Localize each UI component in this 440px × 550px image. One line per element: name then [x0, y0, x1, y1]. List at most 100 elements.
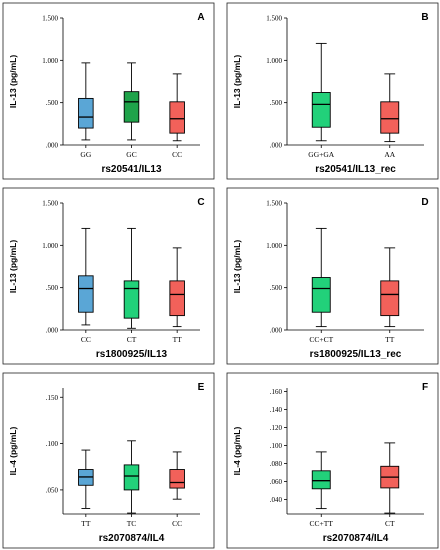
category-label: CC: [172, 150, 182, 159]
panel-border: [226, 2, 439, 180]
category-label: TC: [127, 519, 137, 528]
panel-letter: E: [198, 382, 205, 393]
category-label: CC+CT: [309, 335, 333, 344]
box-tt: TT: [78, 449, 94, 528]
y-tick-label: .160: [270, 388, 283, 396]
box-ct: CT: [123, 227, 140, 344]
iqr-box: [123, 91, 140, 123]
category-label: GG: [80, 150, 91, 159]
box-cc: CC: [78, 227, 94, 344]
box-tt: TT: [169, 247, 185, 344]
box-tc: TC: [123, 440, 140, 528]
category-label: CT: [127, 335, 137, 344]
y-tick-label: .000: [46, 327, 59, 335]
category-label: TT: [385, 335, 395, 344]
y-tick-label: .140: [270, 406, 283, 414]
y-axis-label: IL-4 (pg/mL): [232, 427, 242, 476]
y-axis-label: IL-13 (pg/mL): [8, 240, 18, 294]
x-axis-label: rs2070874/IL4: [99, 533, 165, 544]
panel-e: .050 .100 .150 IL-4 (pg/mL) rs2070874/IL4 E TT…: [2, 372, 215, 549]
panel-letter: A: [197, 12, 204, 23]
y-tick-label: .120: [270, 424, 283, 432]
box-tt: TT: [380, 247, 400, 344]
category-label: CC: [81, 335, 91, 344]
panel-border: [2, 187, 215, 365]
box-gg: GG: [78, 62, 94, 159]
panel-a: .000 .500 1.000 1.500 IL-13 (pg/mL) rs20541/I…: [2, 2, 215, 180]
category-label: GG+GA: [308, 150, 334, 159]
y-tick-label: 1.000: [266, 57, 282, 65]
y-tick-label: .500: [46, 99, 59, 107]
y-tick-label: .500: [270, 284, 283, 292]
iqr-box: [78, 275, 94, 313]
y-tick-label: 1.000: [266, 242, 282, 250]
category-label: GC: [126, 150, 136, 159]
panel-letter: D: [421, 197, 428, 208]
y-tick-label: .040: [270, 496, 283, 504]
category-label: CT: [385, 519, 395, 528]
y-tick-label: .000: [46, 142, 59, 150]
y-tick-label: .050: [46, 486, 59, 494]
box-gg-ga: GG+GA: [308, 42, 335, 159]
iqr-box: [311, 470, 331, 490]
y-tick-label: .000: [270, 142, 283, 150]
y-tick-label: 1.000: [42, 57, 58, 65]
panel-border: [2, 2, 215, 180]
y-tick-label: .100: [270, 442, 283, 450]
y-axis-label: IL-13 (pg/mL): [232, 55, 242, 109]
y-tick-label: .500: [270, 99, 283, 107]
y-tick-label: 1.000: [42, 242, 58, 250]
box-cc: CC: [169, 451, 185, 528]
y-axis-label: IL-4 (pg/mL): [8, 427, 18, 476]
panel-border: [2, 372, 215, 549]
y-tick-label: 1.500: [266, 15, 282, 23]
iqr-box: [311, 92, 331, 128]
panel-c: .000 .500 1.000 1.500 IL-13 (pg/mL) rs1800925…: [2, 187, 215, 365]
x-axis-label: rs20541/IL13_rec: [315, 164, 396, 175]
x-axis-label: rs20541/IL13: [101, 164, 161, 175]
x-axis-label: rs2070874/IL4: [323, 533, 389, 544]
category-label: CC+TT: [310, 519, 334, 528]
panel-letter: C: [197, 197, 204, 208]
box-gc: GC: [123, 62, 140, 159]
y-tick-label: 1.500: [266, 200, 282, 208]
y-tick-label: .080: [270, 460, 283, 468]
iqr-box: [380, 280, 400, 317]
iqr-box: [380, 101, 400, 134]
y-tick-label: 1.500: [42, 200, 58, 208]
x-axis-label: rs1800925/IL13_rec: [310, 349, 402, 360]
box-cc: CC: [169, 73, 185, 159]
category-label: TT: [173, 335, 183, 344]
iqr-box: [78, 97, 94, 129]
box-cc-tt: CC+TT: [310, 451, 334, 528]
category-label: TT: [81, 519, 91, 528]
panel-d: .000 .500 1.000 1.500 IL-13 (pg/mL) rs1800925…: [226, 187, 439, 365]
panel-border: [226, 187, 439, 365]
y-tick-label: .060: [270, 478, 283, 486]
y-axis-label: IL-13 (pg/mL): [8, 55, 18, 109]
iqr-box: [123, 464, 140, 491]
panel-letter: B: [421, 12, 428, 23]
panel-letter: F: [422, 382, 428, 393]
box-aa: AA: [380, 73, 400, 159]
box-ct: CT: [380, 442, 400, 528]
panel-b: .000 .500 1.000 1.500 IL-13 (pg/mL) rs20541/I…: [226, 2, 439, 180]
category-label: CC: [172, 519, 182, 528]
iqr-box: [169, 469, 185, 489]
x-axis-label: rs1800925/IL13: [96, 349, 168, 360]
iqr-box: [311, 277, 331, 313]
y-axis-label: IL-13 (pg/mL): [232, 240, 242, 294]
y-tick-label: .150: [46, 394, 59, 402]
iqr-box: [169, 280, 185, 317]
y-tick-label: .000: [270, 327, 283, 335]
iqr-box: [169, 101, 185, 134]
y-tick-label: 1.500: [42, 15, 58, 23]
iqr-box: [123, 280, 140, 319]
box-cc-ct: CC+CT: [309, 227, 334, 344]
category-label: AA: [384, 150, 395, 159]
panel-f: .040 .060 .080 .100 .120 .140 .160 IL-4 (pg/mL)…: [226, 372, 439, 549]
y-tick-label: .500: [46, 284, 59, 292]
panel-border: [226, 372, 439, 549]
y-tick-label: .100: [46, 440, 59, 448]
